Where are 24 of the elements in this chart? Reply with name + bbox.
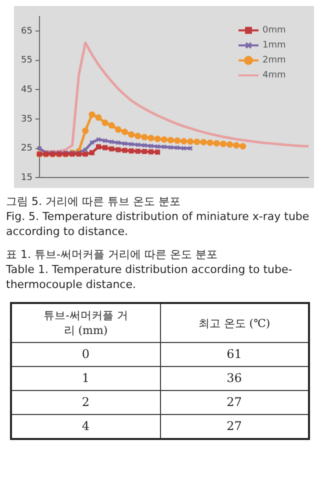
caption: 그림 5. 거리에 따른 튜브 온도 분포 <box>6 194 182 209</box>
y-tick-label: 65 <box>21 26 32 36</box>
legend-label: 1mm <box>262 40 286 51</box>
category-label: 1 <box>11 366 160 390</box>
data-label: 27 <box>160 390 309 414</box>
data-label: 61 <box>160 342 309 366</box>
legend-label: 4mm <box>262 70 286 81</box>
y-tick-label: 45 <box>21 85 32 96</box>
text: 표 1. 튜브-써머커플 거리에 따른 온도 분포 <box>6 247 218 262</box>
y-tick-label: 25 <box>21 144 32 154</box>
text: 튜브-써머커플 거리 (mm) <box>11 303 160 342</box>
y-tick-label: 55 <box>21 56 32 66</box>
y-tick-label: 35 <box>21 114 32 124</box>
y-tick-label: 15 <box>21 172 32 183</box>
category-label: 0 <box>11 342 160 366</box>
legend-label: 2mm <box>262 56 286 66</box>
data-label: 27 <box>160 414 309 439</box>
legend-label: 0mm <box>262 26 286 36</box>
text: Table 1. Temperature distribution according to tube-thermocouple distance. <box>6 262 294 292</box>
data-label: 36 <box>160 366 309 390</box>
category-label: 4 <box>11 414 160 439</box>
text: 최고 온도 (℃) <box>160 303 309 342</box>
caption: Fig. 5. Temperature distribution of miniature x-ray tube according to distance. <box>6 209 310 239</box>
category-label: 2 <box>11 390 160 414</box>
